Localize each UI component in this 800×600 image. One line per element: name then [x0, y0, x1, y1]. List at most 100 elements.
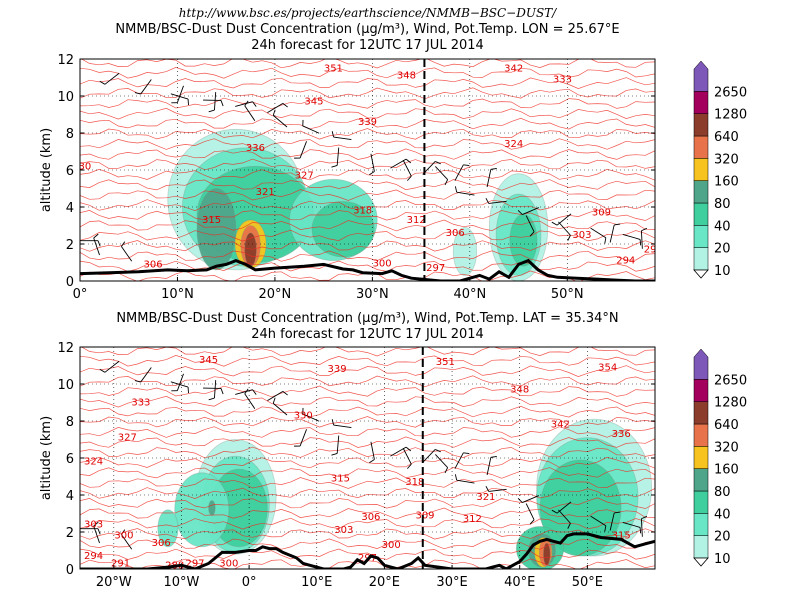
wind-barb [333, 136, 352, 140]
wind-barb [267, 102, 284, 114]
theta-isoline [80, 456, 655, 469]
y-axis-label: altitude (km) [39, 416, 54, 500]
colorbar-swatch [693, 91, 709, 114]
wind-barb-flag [331, 419, 335, 426]
x-tick-label: 30°N [356, 287, 389, 302]
theta-isoline [80, 128, 655, 140]
theta-label: 315 [331, 473, 350, 484]
wind-barb-flag [282, 103, 288, 108]
y-tick-label: 0 [66, 563, 74, 578]
y-tick-label: 0 [66, 275, 74, 290]
theta-label: 330 [294, 410, 313, 421]
theta-label: 321 [256, 187, 275, 198]
wind-barb-flag [134, 380, 141, 383]
wind-barb-flag [93, 521, 99, 527]
colorbar-label: 80 [714, 197, 731, 212]
theta-label: 288 [165, 560, 184, 571]
theta-isoline [80, 229, 655, 242]
theta-isoline [80, 416, 655, 428]
theta-label: 306 [144, 259, 163, 270]
wind-barb-flag [639, 527, 642, 534]
colorbar-under-arrow [693, 269, 709, 279]
colorbar-label: 640 [714, 418, 739, 433]
wind-barb-flag [282, 391, 288, 396]
wind-barb [336, 147, 340, 166]
wind-barb-flag [604, 525, 607, 532]
wind-barb [104, 72, 120, 85]
theta-isoline [80, 395, 655, 408]
theta-isoline [80, 365, 655, 377]
wind-barb-flag [244, 388, 249, 395]
wind-barb [622, 233, 641, 240]
colorbar-label: 320 [714, 152, 739, 167]
wind-barb [488, 488, 507, 492]
theta-label: 306 [152, 538, 171, 549]
wind-barb [522, 495, 540, 504]
wind-barb-flag [604, 237, 607, 244]
theta-label: 342 [504, 63, 523, 74]
wind-barb [140, 79, 152, 95]
wind-barb-flag [208, 109, 215, 113]
dust-contour-40 [311, 201, 375, 258]
theta-label: 312 [407, 215, 426, 226]
top-chart-title: NMMB/BSC-Dust Dust Concentration (µg/m³)… [115, 22, 620, 37]
top-chart-subtitle: 24h forecast for 12UTC 17 JUL 2014 [251, 38, 484, 53]
wind-barb-flag [97, 528, 101, 535]
theta-label: 306 [361, 512, 380, 523]
colorbar-label: 40 [714, 219, 731, 234]
theta-isoline [80, 487, 655, 499]
wind-barb-flag [405, 158, 412, 164]
terrain-line [80, 258, 655, 281]
theta-label: 294 [84, 551, 103, 562]
wind-barb [486, 169, 492, 188]
wind-barb-flag [435, 449, 441, 453]
wind-barb-flag [567, 235, 571, 241]
x-tick-label: 10°N [161, 287, 194, 302]
dust-contour-80 [208, 500, 216, 516]
x-tick-label: 40°N [453, 287, 486, 302]
colorbar-swatch [693, 468, 709, 492]
theta-isoline [80, 405, 655, 418]
wind-barb-flag [551, 221, 558, 226]
colorbar-swatch [693, 247, 709, 271]
theta-label: 303 [334, 525, 353, 536]
theta-isoline [80, 477, 655, 489]
theta-label: 315 [612, 531, 631, 542]
theta-isoline [80, 168, 655, 181]
theta-isoline [80, 67, 655, 79]
wind-barb [454, 452, 464, 469]
theta-label: 333 [131, 398, 150, 409]
wind-barb [93, 525, 100, 544]
colorbar-swatch [693, 348, 709, 380]
wind-barb [235, 101, 253, 107]
wind-barb-flag [406, 463, 412, 469]
wind-barb [299, 429, 307, 447]
wind-barb-flag [99, 80, 106, 85]
theta-label: 297 [426, 263, 445, 274]
y-tick-label: 2 [66, 526, 74, 541]
wind-barb [370, 153, 375, 172]
theta-isoline [80, 158, 655, 171]
theta-isoline [80, 467, 655, 479]
theta-label: 348 [510, 385, 529, 396]
wind-barb-flag [220, 100, 224, 107]
colorbar-label: 1280 [714, 108, 747, 123]
theta-isoline [80, 528, 655, 540]
wind-barb-flag [244, 100, 249, 107]
theta-label: 351 [436, 357, 455, 368]
theta-label: 336 [612, 429, 631, 440]
theta-isoline [80, 59, 655, 69]
wind-barb-flag [529, 519, 535, 525]
colorbar-label: 10 [714, 552, 731, 567]
dust-contour-20 [157, 509, 179, 548]
x-tick-label: 20°N [259, 287, 292, 302]
theta-label: 348 [397, 71, 416, 82]
wind-barb [267, 390, 284, 402]
x-tick-label: 20°E [369, 575, 400, 590]
x-tick-label: 10°W [164, 575, 200, 590]
theta-label: 336 [246, 143, 265, 154]
wind-barb-flag [639, 239, 642, 246]
x-tick-label: 50°N [551, 287, 584, 302]
wind-barb [640, 230, 643, 249]
theta-label: 351 [324, 63, 343, 74]
